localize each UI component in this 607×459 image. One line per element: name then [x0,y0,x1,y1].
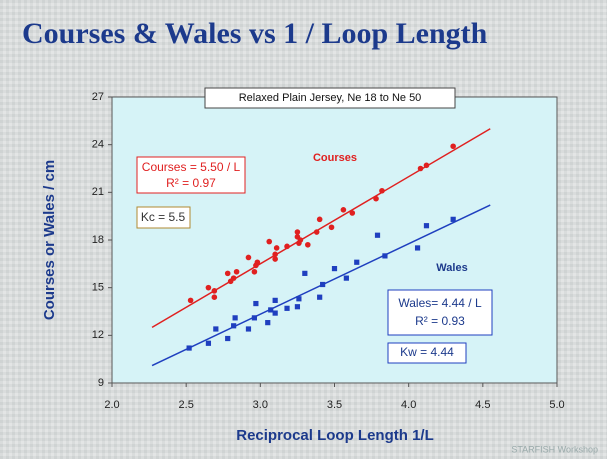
point [374,232,381,238]
point [354,259,360,265]
courses-equation-box [136,156,246,194]
point [317,294,323,300]
point [205,284,212,291]
x-tick-label: 2.5 [179,399,194,411]
y-tick-label: 18 [92,234,104,246]
y-tick-label: 9 [98,377,104,389]
chart-title: Courses & Wales vs 1 / Loop Length [22,17,488,50]
point [423,223,430,229]
point [233,268,240,275]
point [284,305,290,311]
point [213,326,219,332]
point [253,300,259,307]
point [272,251,278,258]
x-tick-label: 4.0 [401,399,416,411]
y-tick-label: 12 [92,329,104,341]
point [296,296,302,302]
subtitle-box [204,87,456,109]
point [230,275,237,281]
point [328,224,335,231]
point [331,266,338,272]
footer: STARFISH Workshop [511,444,598,454]
x-tick-label: 2.0 [104,399,119,411]
point [251,268,258,275]
point [423,162,430,169]
point [373,195,379,202]
point [225,335,231,342]
trend-line [151,128,491,329]
point [450,143,456,150]
courses-equation: Courses = 5.50 / L [142,160,241,174]
point [273,245,280,251]
point [211,288,218,294]
courses-r2: R² = 0.97 [166,176,216,190]
wales-r2: R² = 0.93 [415,314,465,328]
point [302,270,308,276]
point [349,210,356,216]
point [272,297,278,303]
point [343,275,349,281]
x-tick-label: 3.0 [253,399,268,411]
point [268,307,274,313]
point [205,340,212,346]
y-tick-label: 21 [92,186,104,198]
x-axis-label: Reciprocal Loop Length 1/L [236,427,434,444]
point [294,304,301,310]
x-tick-label: 4.5 [475,399,490,411]
point [305,241,311,248]
wales-label: Wales [436,262,467,274]
point [231,323,237,329]
point [211,294,218,301]
plot-area [111,96,558,384]
courses-label: Courses [313,152,357,164]
point [224,270,231,277]
point [265,320,271,326]
point [254,259,261,266]
point [284,243,290,250]
y-tick-label: 27 [92,91,104,103]
point [272,256,278,262]
kc-label: Kc = 5.5 [141,210,186,224]
point [232,315,238,321]
subtitle: Relaxed Plain Jersey, Ne 18 to Ne 50 [239,92,422,104]
wales-equation-box [387,289,493,336]
kc-box [136,206,191,229]
kw-box [387,342,467,364]
point [294,229,301,235]
point [272,310,278,316]
point [417,165,424,172]
y-tick-label: 24 [92,139,104,151]
point [251,315,257,321]
point [340,207,347,213]
point [187,297,194,304]
kw-label: Kw = 4.44 [400,345,454,359]
point [186,345,192,351]
point [245,326,252,332]
point [379,187,385,194]
y-axis-label: Courses or Wales / cm [41,160,58,320]
point [450,216,456,222]
y-tick-label: 15 [92,282,104,294]
x-tick-label: 3.5 [327,399,342,411]
point [313,229,320,235]
point [414,245,421,251]
point [245,254,252,261]
point [297,237,304,243]
point [316,216,323,223]
point [266,238,273,245]
wales-equation: Wales= 4.44 / L [398,296,482,310]
x-tick-label: 5.0 [549,399,564,411]
point [382,253,388,259]
point [320,281,326,288]
